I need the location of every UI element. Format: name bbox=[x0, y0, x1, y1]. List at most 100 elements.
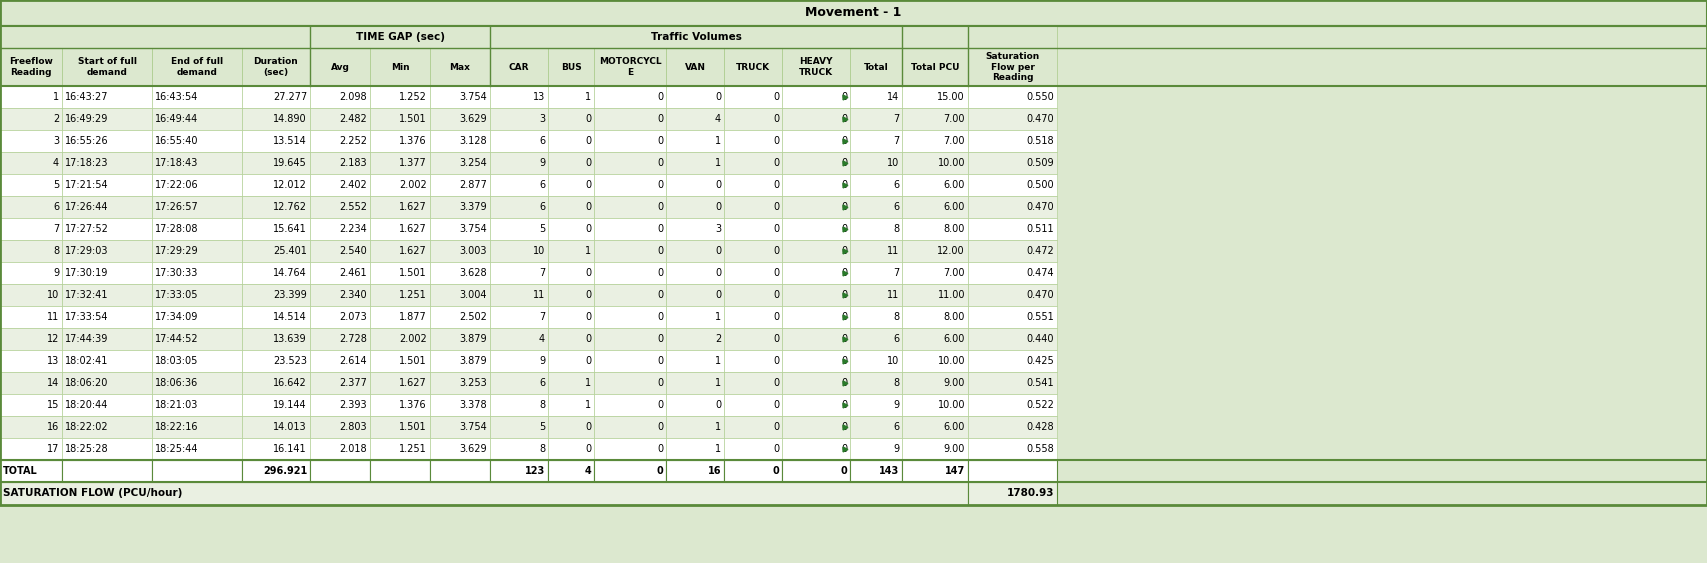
Text: 14.514: 14.514 bbox=[273, 312, 307, 322]
Bar bbox=[594, 48, 666, 86]
Bar bbox=[666, 240, 724, 262]
Bar bbox=[724, 218, 782, 240]
Text: 1.501: 1.501 bbox=[399, 114, 427, 124]
Text: 17:33:05: 17:33:05 bbox=[155, 290, 198, 300]
Bar bbox=[901, 438, 968, 460]
Text: 0: 0 bbox=[657, 356, 662, 366]
Bar bbox=[548, 152, 594, 174]
Text: 1: 1 bbox=[586, 92, 591, 102]
Bar bbox=[311, 350, 370, 372]
Text: 17:18:23: 17:18:23 bbox=[65, 158, 109, 168]
Bar bbox=[490, 438, 548, 460]
Text: Movement - 1: Movement - 1 bbox=[806, 7, 901, 20]
Bar bbox=[0, 372, 61, 394]
Bar bbox=[152, 438, 242, 460]
Text: 13: 13 bbox=[46, 356, 60, 366]
Text: 6.00: 6.00 bbox=[944, 334, 964, 344]
Text: 16:43:54: 16:43:54 bbox=[155, 92, 198, 102]
Bar bbox=[61, 240, 152, 262]
Text: 0.509: 0.509 bbox=[1026, 158, 1053, 168]
Bar bbox=[152, 218, 242, 240]
Text: 12.012: 12.012 bbox=[273, 180, 307, 190]
Bar bbox=[152, 350, 242, 372]
Text: 5: 5 bbox=[539, 224, 545, 234]
Text: 1: 1 bbox=[715, 356, 720, 366]
Text: 0: 0 bbox=[657, 158, 662, 168]
Bar bbox=[242, 108, 311, 130]
Bar bbox=[490, 196, 548, 218]
Text: 0: 0 bbox=[842, 290, 847, 300]
Text: 3.629: 3.629 bbox=[459, 444, 486, 454]
Bar bbox=[548, 438, 594, 460]
Bar bbox=[782, 394, 850, 416]
Text: 8: 8 bbox=[893, 312, 900, 322]
Bar bbox=[61, 460, 152, 482]
Text: 0: 0 bbox=[657, 400, 662, 410]
Bar bbox=[0, 196, 61, 218]
Bar bbox=[430, 48, 490, 86]
Bar bbox=[242, 48, 311, 86]
Text: 6: 6 bbox=[893, 180, 900, 190]
Bar bbox=[782, 86, 850, 108]
Text: 9: 9 bbox=[539, 356, 545, 366]
Bar bbox=[311, 460, 370, 482]
Bar bbox=[901, 394, 968, 416]
Text: 8: 8 bbox=[539, 444, 545, 454]
Bar bbox=[666, 372, 724, 394]
Text: 10: 10 bbox=[46, 290, 60, 300]
Bar bbox=[901, 196, 968, 218]
Bar bbox=[548, 306, 594, 328]
Text: 17:28:08: 17:28:08 bbox=[155, 224, 198, 234]
Text: 4: 4 bbox=[53, 158, 60, 168]
Bar bbox=[61, 328, 152, 350]
Text: Saturation
Flow per
Reading: Saturation Flow per Reading bbox=[985, 52, 1040, 82]
Bar bbox=[968, 174, 1057, 196]
Bar bbox=[666, 262, 724, 284]
Text: 0: 0 bbox=[842, 158, 847, 168]
Bar bbox=[548, 196, 594, 218]
Bar bbox=[666, 306, 724, 328]
Bar bbox=[850, 130, 901, 152]
Bar bbox=[370, 86, 430, 108]
Bar bbox=[370, 48, 430, 86]
Text: 2.073: 2.073 bbox=[340, 312, 367, 322]
Text: 23.399: 23.399 bbox=[273, 290, 307, 300]
Text: 14.764: 14.764 bbox=[273, 268, 307, 278]
Text: 4: 4 bbox=[715, 114, 720, 124]
Text: 0: 0 bbox=[842, 202, 847, 212]
Bar bbox=[370, 152, 430, 174]
Bar bbox=[724, 438, 782, 460]
Bar bbox=[666, 460, 724, 482]
Text: 1.376: 1.376 bbox=[399, 400, 427, 410]
Text: 3.879: 3.879 bbox=[459, 356, 486, 366]
Text: 0: 0 bbox=[715, 180, 720, 190]
Bar bbox=[850, 152, 901, 174]
Bar bbox=[548, 350, 594, 372]
Text: 0: 0 bbox=[773, 158, 778, 168]
Text: 23.523: 23.523 bbox=[273, 356, 307, 366]
Text: 15.641: 15.641 bbox=[273, 224, 307, 234]
Bar bbox=[242, 372, 311, 394]
Bar bbox=[430, 152, 490, 174]
Bar bbox=[430, 196, 490, 218]
Bar bbox=[152, 152, 242, 174]
Text: 0: 0 bbox=[842, 444, 847, 454]
Text: 2.877: 2.877 bbox=[459, 180, 486, 190]
Text: 123: 123 bbox=[524, 466, 545, 476]
Text: 0: 0 bbox=[773, 378, 778, 388]
Bar bbox=[850, 48, 901, 86]
Bar bbox=[311, 152, 370, 174]
Text: 0: 0 bbox=[586, 268, 591, 278]
Bar bbox=[370, 108, 430, 130]
Bar bbox=[490, 262, 548, 284]
Bar bbox=[594, 196, 666, 218]
Bar bbox=[0, 416, 61, 438]
Text: 1.377: 1.377 bbox=[399, 158, 427, 168]
Text: TRUCK: TRUCK bbox=[736, 62, 770, 72]
Bar bbox=[0, 394, 61, 416]
Bar bbox=[242, 306, 311, 328]
Bar bbox=[666, 174, 724, 196]
Text: 12: 12 bbox=[46, 334, 60, 344]
Text: 0: 0 bbox=[586, 444, 591, 454]
Text: 17:26:44: 17:26:44 bbox=[65, 202, 109, 212]
